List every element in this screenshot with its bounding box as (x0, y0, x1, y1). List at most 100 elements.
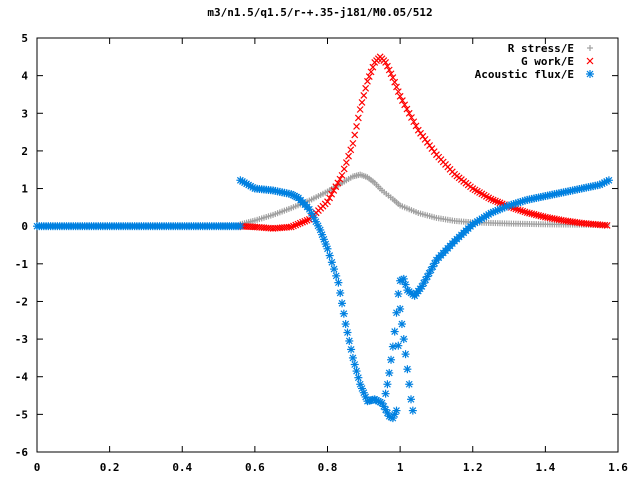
y-tick-label: -6 (15, 446, 29, 459)
series-1-point-42 (330, 187, 338, 194)
legend-label-0: R stress/E (508, 42, 574, 55)
axes: 0 0.2 0.4 0.6 0.8 1 1.2 1.4 1.6 5 4 3 2 1 0 -1 -2 -3 -4 -5 -… (15, 32, 629, 474)
x-tick-label: 0.2 (100, 461, 120, 474)
acoustic-vertical-point-12 (403, 365, 412, 374)
acoustic-vertical-point-9 (397, 320, 406, 329)
series-1-point-45 (336, 175, 344, 183)
legend-marker-0 (587, 45, 593, 51)
legend-label-1: G work/E (521, 55, 574, 68)
y-tick-label: 3 (21, 107, 28, 120)
x-tick-label: 0 (34, 461, 41, 474)
acoustic-vertical-point-8 (396, 304, 405, 313)
acoustic-vertical-point-1 (383, 380, 392, 389)
series-1-point-47 (340, 165, 348, 173)
legend-label-2: Acoustic flux/E (475, 68, 574, 81)
series-2-point-142 (343, 328, 352, 337)
series-1-point-58 (362, 84, 370, 92)
series-1-point-69 (382, 59, 390, 66)
series-1-point-53 (353, 123, 360, 130)
acoustic-vertical-point-3 (387, 355, 396, 364)
acoustic-vertical-point-15 (408, 406, 417, 415)
x-tick-label: 0.6 (245, 461, 265, 474)
y-tick-label: 1 (21, 183, 28, 196)
acoustic-vertical-point-0 (381, 389, 390, 398)
series-2-point-90 (236, 222, 245, 231)
series-layer (33, 53, 613, 423)
series-2-point-169 (392, 406, 401, 415)
series-1-point-70 (383, 62, 391, 70)
series-1-point-73 (389, 74, 397, 81)
series-1-point-74 (391, 78, 399, 86)
series-2-point-148 (354, 373, 363, 382)
series-2-point-147 (352, 367, 361, 376)
acoustic-vertical-point-7 (394, 289, 403, 298)
series-1-point-51 (349, 139, 357, 147)
series-2-point-170 (394, 341, 403, 350)
series-2-point-145 (348, 353, 357, 362)
series-1-point-62 (369, 63, 377, 71)
series-2-point-135 (330, 265, 339, 274)
series-2-point-267 (604, 176, 613, 185)
series-1-point-55 (356, 106, 364, 113)
x-tick-label: 0.4 (172, 461, 192, 474)
series-1-point-72 (387, 70, 395, 78)
series-1-point-59 (364, 77, 371, 85)
series-2-point-134 (327, 258, 336, 267)
series-1-point-71 (385, 66, 393, 74)
acoustic-vertical-point-5 (390, 327, 399, 336)
legend-marker-1 (586, 57, 594, 65)
acoustic-vertical-point-11 (401, 350, 410, 359)
series-1-point-57 (360, 91, 368, 99)
series-1-point-43 (332, 183, 340, 191)
series-1-point-78 (398, 97, 406, 104)
acoustic-vertical-point-4 (388, 342, 397, 351)
y-tick-label: 4 (21, 70, 28, 83)
series-1-point-41 (328, 190, 336, 198)
x-tick-label: 0.8 (318, 461, 338, 474)
series-1-point-40 (326, 194, 333, 202)
series-0 (237, 171, 611, 229)
series-1-point-79 (401, 101, 409, 109)
series-1-point-39 (324, 198, 331, 206)
series-1-point-80 (403, 105, 411, 113)
series-2-point-140 (339, 309, 348, 318)
series-1-point-75 (393, 83, 400, 91)
series-1-point-46 (338, 171, 346, 179)
series-1-point-131 (519, 207, 527, 215)
series-2-point-143 (345, 336, 354, 345)
chart-title: m3/n1.5/q1.5/r-+.35-j181/M0.05/512 (207, 6, 432, 19)
series-1-point-60 (365, 73, 373, 81)
series-2-point-133 (325, 251, 334, 260)
acoustic-vertical-point-14 (407, 395, 416, 404)
series-1-point-82 (408, 114, 415, 121)
series-1-point-168 (603, 222, 611, 229)
x-tick-label: 1.2 (463, 461, 483, 474)
y-tick-label: 0 (21, 220, 28, 233)
series-1-point-167 (601, 221, 609, 229)
y-tick-label: -1 (15, 258, 29, 271)
series-1-point-81 (405, 109, 413, 117)
series-1-point-50 (347, 146, 355, 154)
x-tick-label: 1.6 (608, 461, 628, 474)
series-2-point-146 (350, 360, 359, 369)
acoustic-vertical-markers (381, 289, 417, 415)
series-1-point-61 (367, 68, 375, 76)
series-1-point-76 (394, 88, 402, 96)
y-tick-label: -5 (15, 408, 28, 421)
series-1-point-49 (345, 152, 352, 160)
series-1-point-56 (358, 99, 366, 106)
y-tick-label: -2 (15, 295, 28, 308)
series-1-point-48 (342, 159, 350, 167)
series-2-point-126 (311, 217, 320, 226)
series-2 (33, 176, 613, 423)
series-1-point-130 (516, 206, 524, 214)
series-2-point-138 (336, 288, 345, 297)
y-tick-label: 5 (21, 32, 28, 45)
legend-marker-2 (586, 70, 594, 78)
series-2-point-189 (428, 262, 437, 271)
acoustic-vertical-point-6 (392, 308, 401, 317)
series-2-point-174 (401, 280, 410, 289)
x-tick-label: 1.4 (535, 461, 555, 474)
